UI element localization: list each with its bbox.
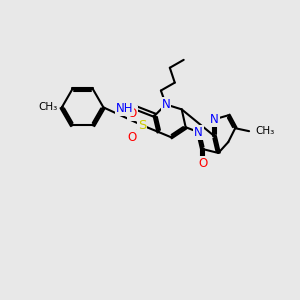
Text: S: S — [138, 119, 146, 132]
Text: N: N — [161, 98, 170, 111]
Text: CH₃: CH₃ — [255, 126, 274, 136]
Text: O: O — [128, 107, 137, 120]
Text: N: N — [194, 126, 203, 139]
Text: CH₃: CH₃ — [39, 102, 58, 112]
Text: NH: NH — [116, 102, 133, 115]
Text: N: N — [210, 113, 219, 126]
Text: O: O — [128, 130, 137, 144]
Text: O: O — [198, 158, 207, 170]
